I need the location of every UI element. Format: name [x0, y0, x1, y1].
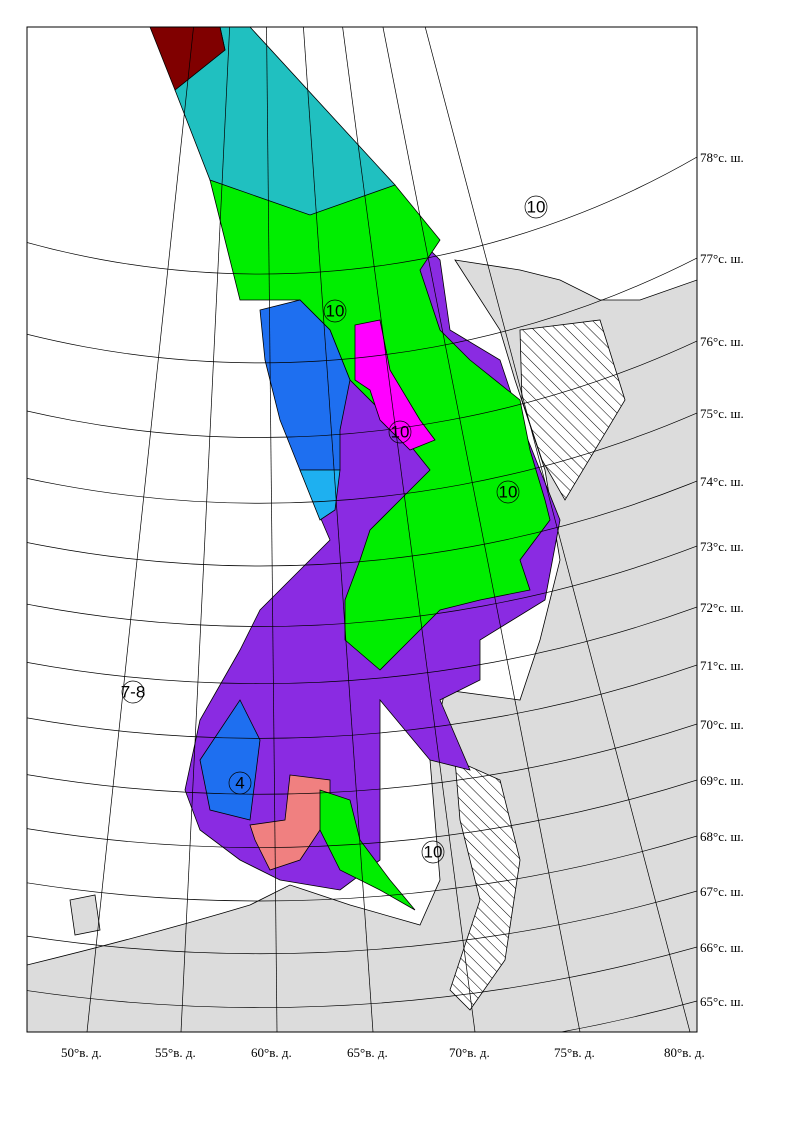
longitude-label: 60°в. д. — [251, 1045, 292, 1060]
ice-zone-green — [319, 789, 416, 911]
area-label: 10 — [391, 422, 410, 441]
latitude-label: 66°с. ш. — [700, 940, 744, 955]
island — [69, 894, 101, 936]
longitude-label: 55°в. д. — [155, 1045, 196, 1060]
label-circle — [421, 840, 445, 864]
meridian — [180, 27, 230, 1032]
map-body — [27, 27, 697, 1032]
latitude-label: 73°с. ш. — [700, 539, 744, 554]
latitude-label: 75°с. ш. — [700, 406, 744, 421]
latitude-label: 71°с. ш. — [700, 658, 744, 673]
latitude-label: 74°с. ш. — [700, 474, 744, 489]
label-circle — [496, 480, 520, 504]
meridian — [266, 27, 278, 1032]
area-label: 10 — [527, 197, 546, 216]
graticule — [27, 27, 697, 1032]
longitude-label: 50°в. д. — [61, 1045, 102, 1060]
fast-ice-hatch — [519, 319, 626, 501]
meridian — [382, 27, 581, 1032]
latitude-label: 78°с. ш. — [700, 150, 744, 165]
latitude-label: 72°с. ш. — [700, 600, 744, 615]
parallel — [27, 156, 697, 275]
area-label: 10 — [499, 482, 518, 501]
labels: 78°с. ш. 77°с. ш. 76°с. ш. 75°с. ш. 74°с. ш.… — [61, 150, 744, 1060]
latitude-label: 65°с. ш. — [700, 994, 744, 1009]
ice-zone-green — [209, 179, 551, 671]
area-label: 10 — [424, 842, 443, 861]
label-circle — [323, 299, 347, 323]
latitude-label: 68°с. ш. — [700, 829, 744, 844]
latitude-label: 70°с. ш. — [700, 717, 744, 732]
ice-zone-salmon — [249, 774, 331, 871]
ice-zone-magenta — [354, 319, 436, 451]
label-circle — [388, 420, 412, 444]
label-circle — [121, 680, 145, 704]
meridian — [86, 27, 194, 1032]
latitude-label: 67°с. ш. — [700, 884, 744, 899]
longitude-label: 80°в. д. — [664, 1045, 705, 1060]
meridian — [424, 27, 691, 1032]
parallel — [27, 412, 697, 504]
longitude-label: 75°в. д. — [554, 1045, 595, 1060]
ice-zone-blue — [259, 299, 351, 471]
area-label: 7-8 — [121, 682, 146, 701]
latitude-label: 69°с. ш. — [700, 773, 744, 788]
longitude-label: 70°в. д. — [449, 1045, 490, 1060]
parallel — [27, 257, 697, 363]
label-circle — [524, 195, 548, 219]
meridian — [342, 27, 476, 1032]
latitude-label: 76°с. ш. — [700, 334, 744, 349]
map-frame — [26, 26, 698, 1033]
area-label: 4 — [235, 773, 244, 792]
ice-zone-darkred — [149, 27, 226, 91]
ice-zone-lightblue — [299, 469, 341, 521]
parallel — [27, 340, 697, 438]
area-label: 10 — [326, 301, 345, 320]
ice-zone-blue — [199, 699, 261, 821]
latitude-label: 77°с. ш. — [700, 251, 744, 266]
meridian — [303, 27, 374, 1032]
label-circle — [228, 771, 252, 795]
land — [27, 259, 697, 1032]
longitude-label: 65°в. д. — [347, 1045, 388, 1060]
fast-ice-hatch — [449, 759, 521, 1011]
